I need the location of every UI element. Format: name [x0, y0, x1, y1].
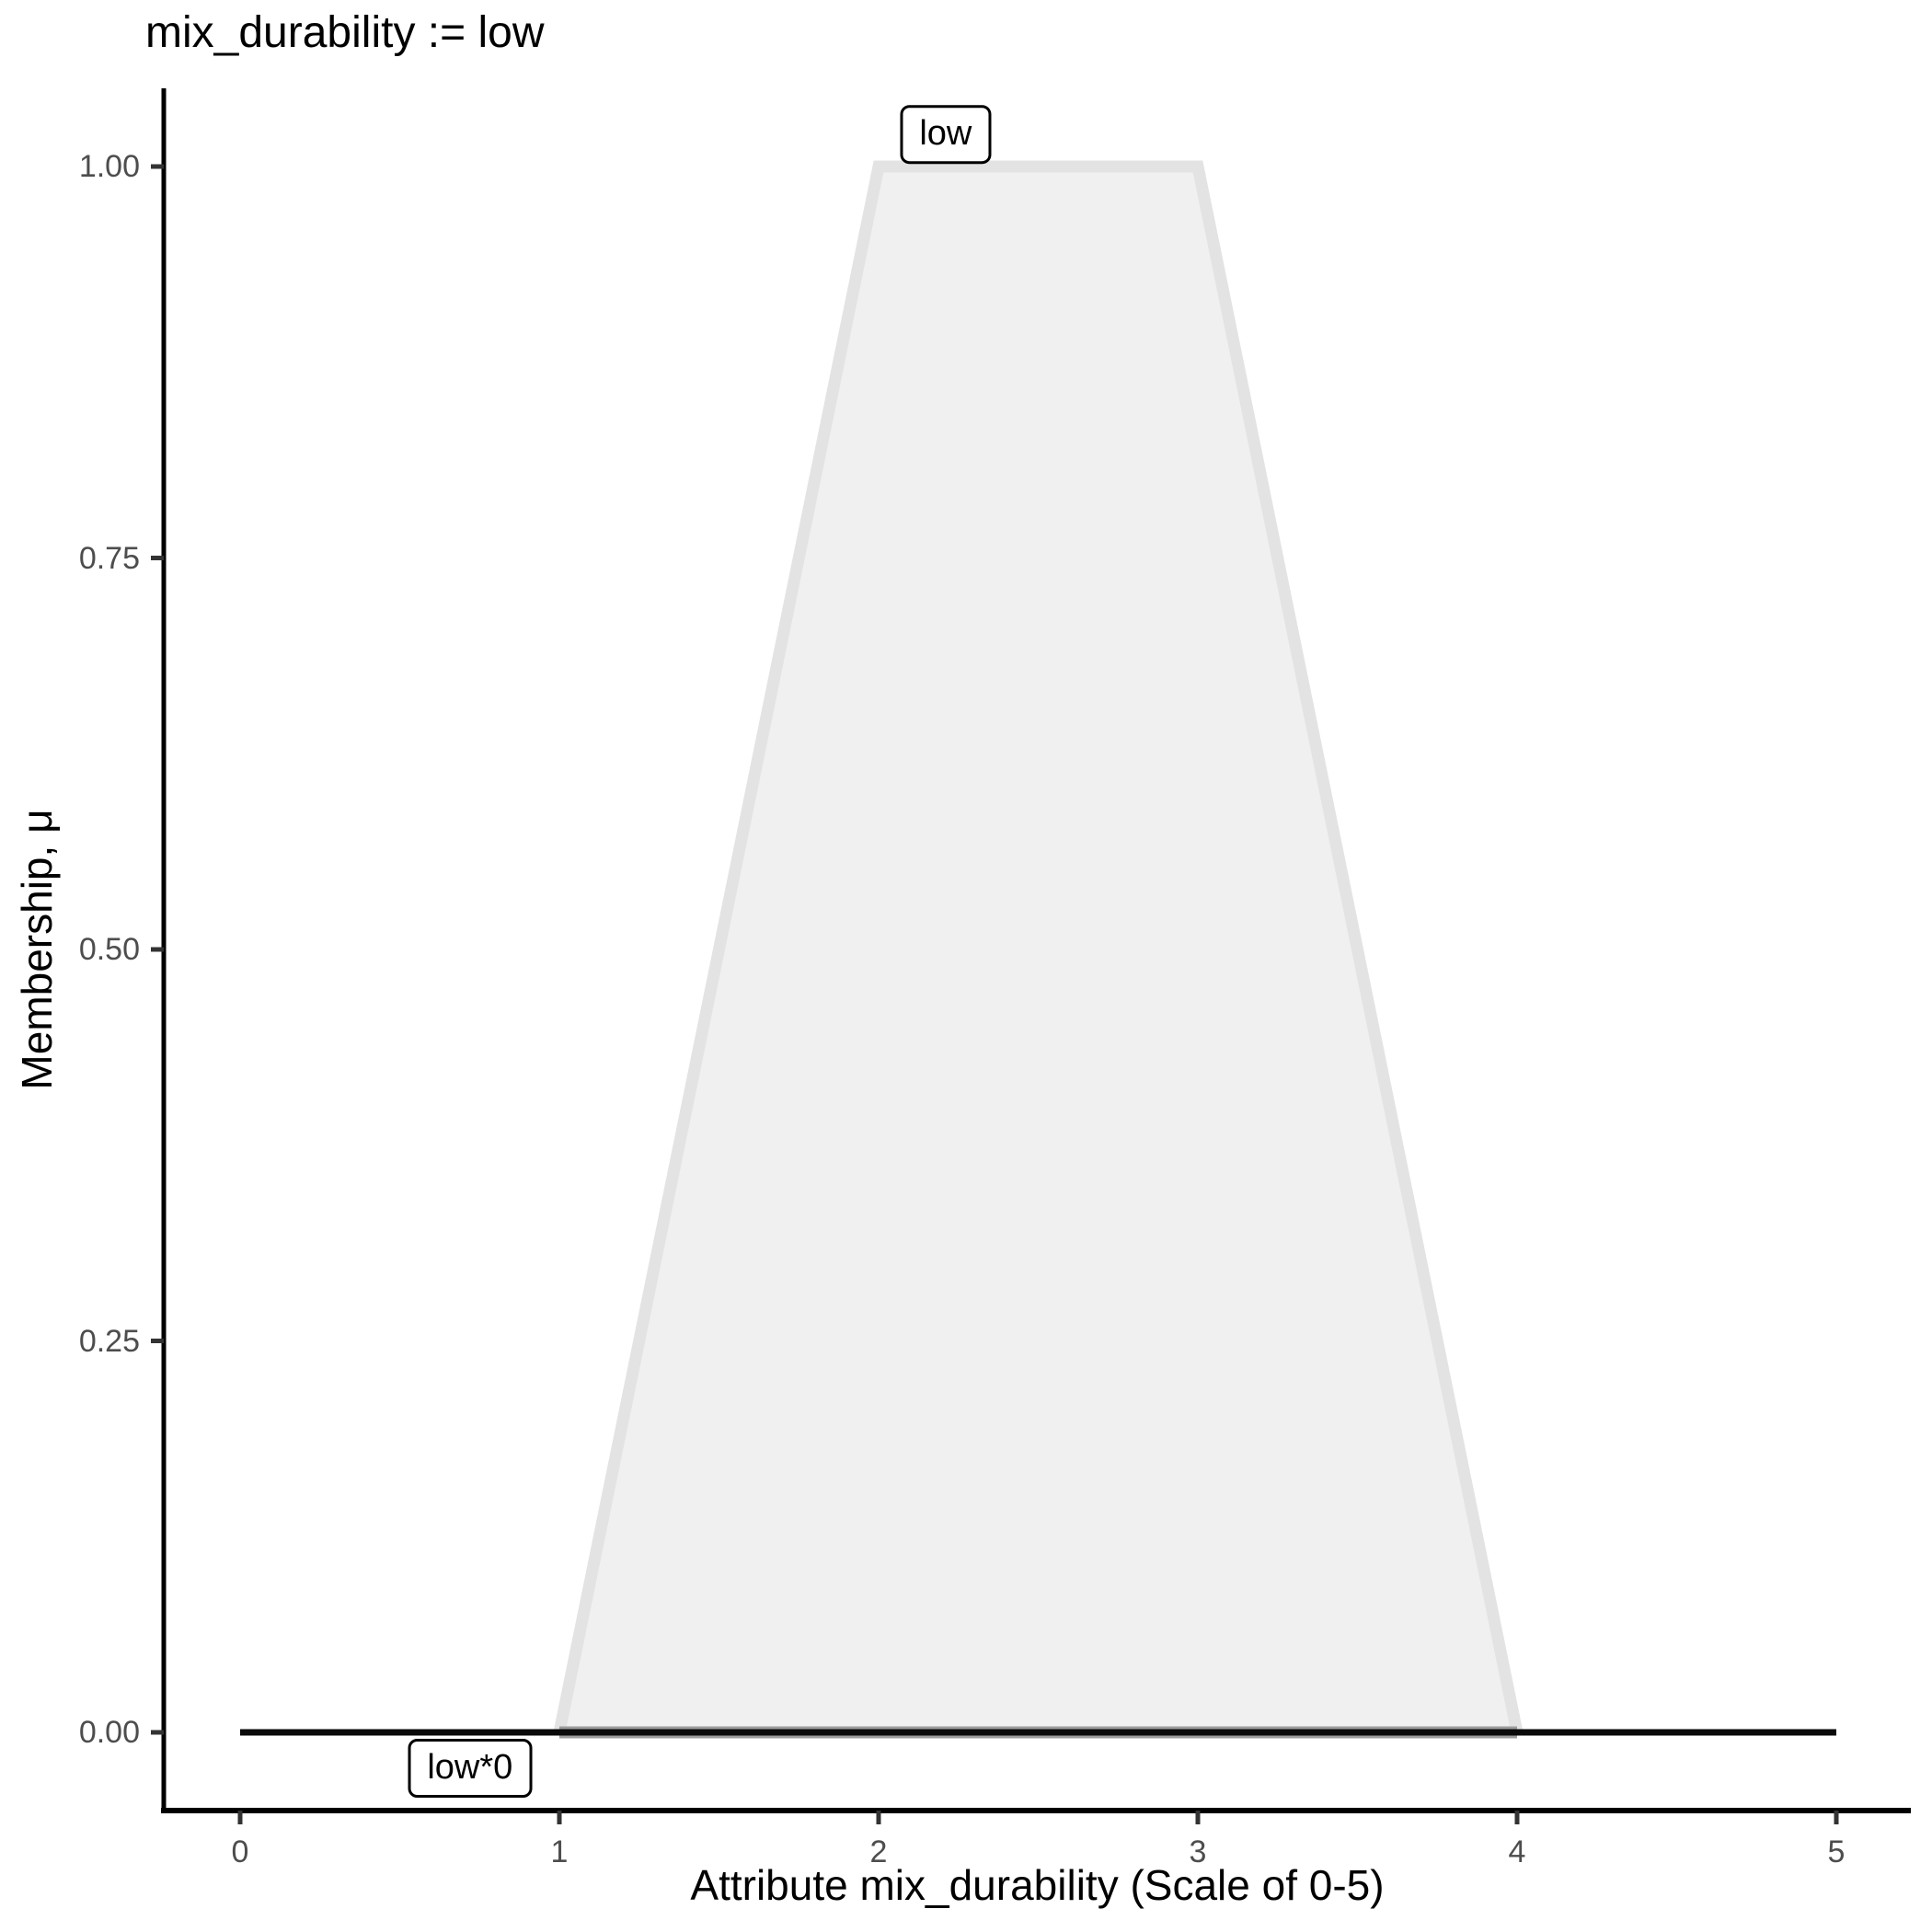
y-tick-label: 0.50 [78, 932, 140, 967]
y-tick-label: 0.75 [78, 540, 140, 576]
x-tick-label: 4 [1508, 1834, 1526, 1869]
x-axis-title: Attribute mix_durability (Scale of 0-5) [690, 1861, 1385, 1909]
x-tick-label: 0 [231, 1834, 249, 1869]
plot-title: mix_durability := low [145, 8, 545, 57]
y-tick-label: 0.00 [78, 1715, 140, 1750]
y-tick-label: 0.25 [78, 1323, 140, 1359]
mf-low-fill [559, 167, 1517, 1732]
mf-low-outline [553, 160, 1524, 1734]
y-tick-label: 1.00 [78, 149, 140, 184]
x-tick-label: 2 [869, 1834, 888, 1869]
mf-label-low-times-0: low*0 [408, 1739, 533, 1798]
x-tick-label: 5 [1827, 1834, 1846, 1869]
x-tick-label: 1 [550, 1834, 569, 1869]
mf-label-low: low [900, 105, 992, 164]
x-tick-label: 3 [1189, 1834, 1207, 1869]
